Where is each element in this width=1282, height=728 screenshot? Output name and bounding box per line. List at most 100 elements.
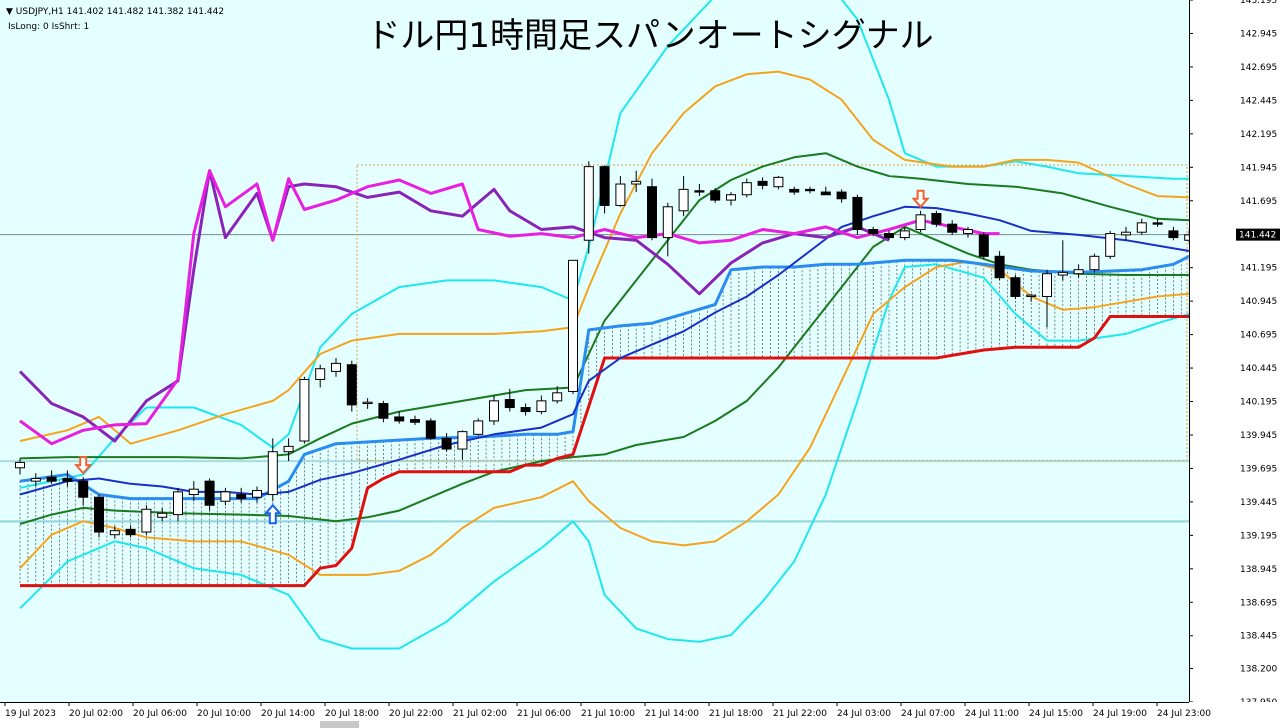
price-tick-label: 141.695 <box>1240 197 1277 207</box>
bullish-candle-body <box>473 420 484 435</box>
bearish-candle-body <box>94 496 104 533</box>
price-tick-label: 142.945 <box>1240 29 1277 39</box>
bollinger-bands <box>19 256 1190 586</box>
bearish-candle-body <box>1152 222 1163 225</box>
candle <box>978 232 989 259</box>
bullish-candle-body <box>157 512 168 518</box>
bullish-candle-body <box>568 259 578 392</box>
candle <box>868 226 879 237</box>
bullish-candle-body <box>1089 255 1100 271</box>
collapse-triangle-icon[interactable]: ▼ <box>6 7 16 17</box>
candle <box>46 470 57 484</box>
bullish-candle-body <box>726 194 736 201</box>
bullish-candle-body <box>315 368 326 380</box>
time-tick-label: 20 Jul 22:00 <box>389 709 443 719</box>
range-box <box>356 164 1188 461</box>
time-tick-label: 20 Jul 18:00 <box>325 709 379 719</box>
bullish-candle-body <box>109 530 120 536</box>
candle <box>520 403 531 416</box>
time-tick-label: 21 Jul 14:00 <box>645 709 699 719</box>
bullish-candle-body <box>252 490 262 498</box>
candle <box>915 210 926 233</box>
price-tick-label: 142.195 <box>1240 130 1277 140</box>
bullish-candle-body <box>489 400 499 422</box>
candle <box>773 176 784 190</box>
candle <box>1073 264 1084 278</box>
bb-inner-lower-line <box>19 225 1190 525</box>
candle <box>425 418 436 440</box>
time-axis-background <box>0 702 1282 728</box>
bearish-candle-body <box>504 399 515 409</box>
price-tick-label: 142.445 <box>1240 96 1277 106</box>
bullish-candle-body <box>1136 222 1147 233</box>
price-tick-label: 140.195 <box>1240 398 1277 408</box>
bearish-candle-body <box>994 255 1005 279</box>
candle <box>30 473 41 487</box>
bb-inner-upper-line <box>19 152 1190 460</box>
bearish-candle-body <box>599 166 610 206</box>
candle <box>331 358 341 377</box>
candle <box>346 360 357 412</box>
header: ▼ USDJPY,H1 141.402 141.482 141.382 141.… <box>6 7 934 56</box>
candle <box>62 470 73 487</box>
candle <box>583 161 594 254</box>
price-tick-label: 139.445 <box>1240 498 1277 508</box>
bearish-candle-body <box>789 188 800 193</box>
price-axis-background <box>1189 0 1282 728</box>
candle <box>599 165 610 214</box>
bearish-candle-body <box>820 191 831 196</box>
candle <box>504 388 515 412</box>
candle <box>410 415 420 425</box>
status-info: IsLong: 0 IsShrt: 1 <box>8 22 89 32</box>
lagging-span-magenta-line <box>19 169 1000 446</box>
candle <box>741 178 752 198</box>
bearish-candle-body <box>694 190 705 193</box>
bullish-candle-body <box>141 508 152 533</box>
bearish-candle-body <box>868 229 879 235</box>
time-tick-label: 20 Jul 02:00 <box>69 709 123 719</box>
bullish-candle-body <box>1121 231 1131 236</box>
price-tick-label: 139.695 <box>1240 464 1277 474</box>
price-tick-label: 142.695 <box>1240 63 1277 73</box>
bearish-candle-body <box>1168 230 1179 239</box>
bullish-candle-body <box>30 477 41 482</box>
candle <box>283 438 294 462</box>
candle <box>963 226 973 238</box>
bullish-candle-body <box>220 491 231 502</box>
leading-span-b-line <box>20 315 1190 588</box>
candle <box>267 438 278 502</box>
price-tick-label: 143.195 <box>1240 0 1277 6</box>
bearish-candle-body <box>947 223 958 233</box>
indicator-lines <box>18 0 1190 650</box>
candle <box>78 477 89 506</box>
candle <box>94 494 104 538</box>
candle <box>899 226 910 241</box>
candles <box>15 161 1195 539</box>
time-tick-label: 20 Jul 06:00 <box>133 709 187 719</box>
candle <box>1010 275 1021 300</box>
bearish-candle-body <box>1010 277 1021 297</box>
time-tick-label: 21 Jul 18:00 <box>709 709 763 719</box>
bearish-candle-body <box>884 233 894 239</box>
leading-span-a-line <box>19 254 1190 501</box>
candle <box>852 194 863 235</box>
plot-area[interactable] <box>0 0 1189 702</box>
time-tick-label: 21 Jul 22:00 <box>773 709 827 719</box>
bullish-candle-body <box>1057 271 1068 276</box>
chart-title: ドル円1時間足スパンオートシグナル <box>366 16 933 56</box>
bullish-candle-body <box>583 166 594 241</box>
bullish-candle-body <box>331 362 341 372</box>
bullish-candle-body <box>267 451 278 496</box>
candle <box>820 186 831 196</box>
time-tick-label: 24 Jul 11:00 <box>965 709 1019 719</box>
bearish-candle-body <box>757 180 768 186</box>
buy-arrow-icon <box>263 503 283 525</box>
bullish-candle-body <box>362 401 373 405</box>
bullish-candle-body <box>1073 269 1084 275</box>
bb-mid-lower-line <box>19 260 1190 576</box>
bullish-candle-body <box>631 180 642 185</box>
candle <box>726 192 736 206</box>
current-price-label: 141.442 <box>1239 231 1276 241</box>
bearish-candle-body <box>394 416 405 422</box>
